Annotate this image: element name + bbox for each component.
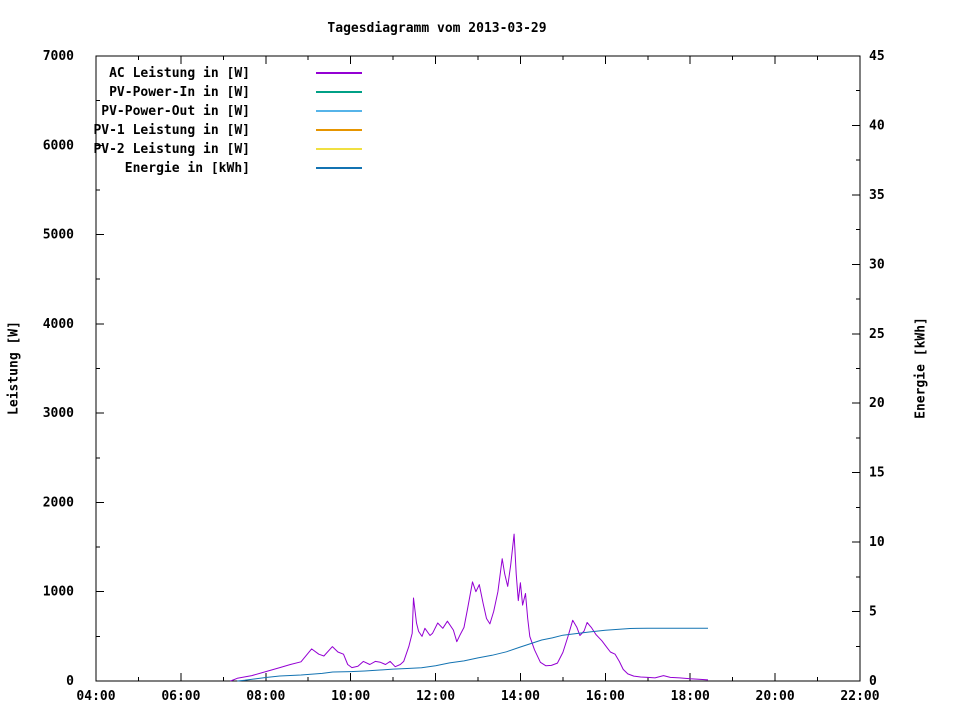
x-tick-label: 22:00 <box>840 689 879 704</box>
y-tick-label: 2000 <box>43 495 74 510</box>
series-lines <box>230 533 709 682</box>
y2-tick-label: 40 <box>869 118 885 133</box>
x-tick-label: 16:00 <box>586 689 625 704</box>
y2-tick-label: 5 <box>869 605 877 620</box>
y-tick-label: 4000 <box>43 317 74 332</box>
y-tick-label: 3000 <box>43 406 74 421</box>
legend-label: PV-Power-Out in [W] <box>101 104 250 119</box>
x-tick-label: 14:00 <box>501 689 540 704</box>
energie-in-kwh-line <box>237 627 708 682</box>
chart-title: Tagesdiagramm vom 2013-03-29 <box>327 21 547 36</box>
x-tick-label: 06:00 <box>161 689 200 704</box>
legend-label: PV-2 Leistung in [W] <box>93 142 250 157</box>
y-tick-label: 7000 <box>43 49 74 64</box>
y2-tick-label: 35 <box>869 188 885 203</box>
y-tick-label: 5000 <box>43 228 74 243</box>
y2-tick-label: 10 <box>869 535 885 550</box>
y2-tick-label: 30 <box>869 257 885 272</box>
axis-tick-labels: 04:00 06:00 08:00 10:00 12:00 14:00 16:00 18:00… <box>43 49 885 704</box>
y2-tick-label: 25 <box>869 327 885 342</box>
legend-label: AC Leistung in [W] <box>109 66 250 81</box>
legend-label: PV-1 Leistung in [W] <box>93 123 250 138</box>
ac-leistung-in-w-line <box>230 533 709 682</box>
y2-tick-label: 45 <box>869 49 885 64</box>
y-tick-label: 6000 <box>43 138 74 153</box>
x-tick-label: 10:00 <box>331 689 370 704</box>
x-tick-label: 18:00 <box>671 689 710 704</box>
legend: AC Leistung in [W] PV-Power-In in [W] PV-P… <box>93 66 362 176</box>
x-tick-label: 08:00 <box>246 689 285 704</box>
y-tick-label: 0 <box>66 674 74 689</box>
x-tick-label: 12:00 <box>416 689 455 704</box>
legend-label: PV-Power-In in [W] <box>109 85 250 100</box>
y-tick-label: 1000 <box>43 585 74 600</box>
axis-ticks <box>95 55 861 682</box>
x-tick-label: 04:00 <box>76 689 115 704</box>
y2-tick-label: 20 <box>869 396 885 411</box>
y2-tick-label: 0 <box>869 674 877 689</box>
x-tick-label: 20:00 <box>756 689 795 704</box>
legend-label: Energie in [kWh] <box>125 161 250 176</box>
y2-tick-label: 15 <box>869 466 885 481</box>
